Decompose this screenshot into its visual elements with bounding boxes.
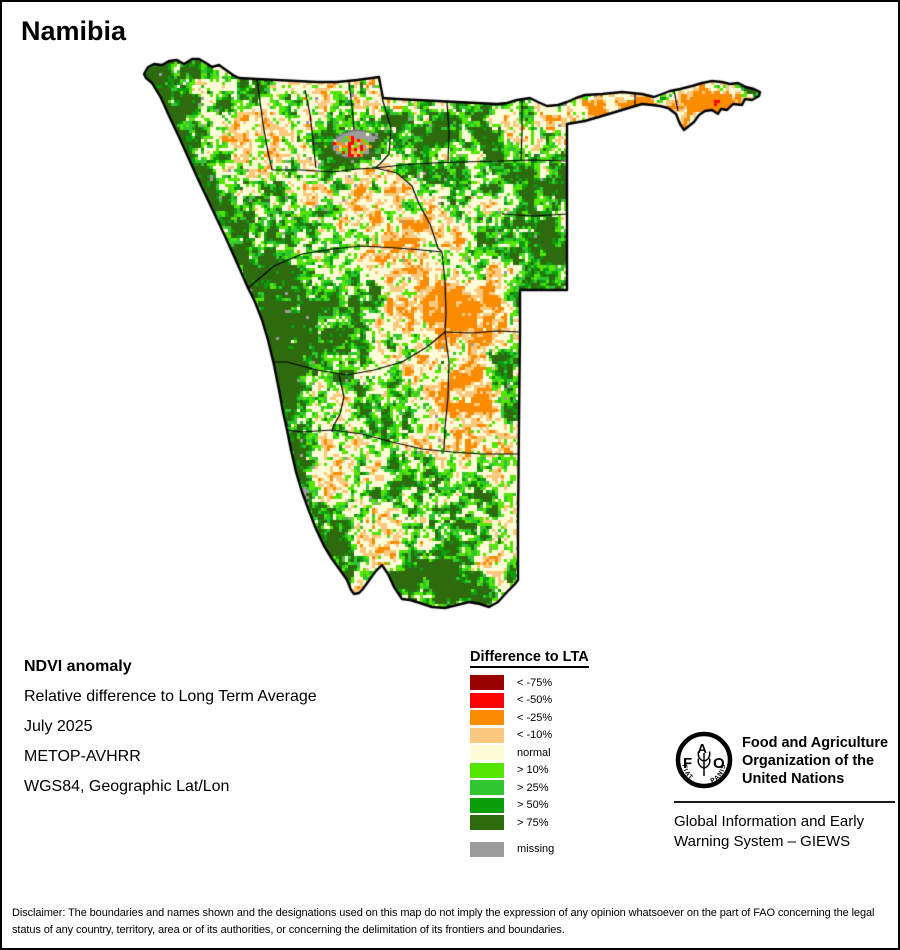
legend-label: missing (517, 843, 555, 856)
legend-row: < -50% (470, 692, 589, 710)
info-line-date: July 2025 (24, 718, 93, 735)
info-line-sensor: METOP-AVHRR (24, 748, 141, 765)
legend-row: > 50% (470, 797, 589, 815)
legend-label: < -50% (517, 694, 553, 707)
legend-swatch (470, 780, 504, 796)
legend-swatch (470, 727, 504, 743)
svg-text:O: O (713, 755, 725, 772)
ndvi-anomaly-map (132, 52, 772, 622)
legend-rows: < -75% < -50% < -25% < -10% normal > 10% > 25%… (470, 674, 589, 858)
legend-row: missing (470, 841, 589, 859)
map-info-block: NDVI anomaly Relative difference to Long… (24, 652, 317, 802)
svg-text:A: A (698, 741, 708, 756)
legend-swatch (470, 745, 504, 761)
legend-row: < -75% (470, 674, 589, 692)
org-name: Food and Agriculture Organization of the… (742, 735, 889, 787)
legend-swatch (470, 710, 504, 726)
page-title: Namibia (21, 16, 127, 46)
legend: Difference to LTA < -75% < -50% < -25% < -1… (470, 648, 589, 858)
disclaimer-text: Disclaimer: The boundaries and names sho… (12, 907, 875, 936)
fao-brand-block: F A O FIAT PANIS Food and Agriculture (674, 730, 896, 852)
legend-swatch (470, 841, 504, 857)
wheat-ear-icon (697, 751, 711, 776)
giews-label: Global Information and Early Warning Sys… (674, 813, 865, 850)
legend-row: > 10% (470, 762, 589, 780)
legend-label: > 75% (517, 816, 549, 829)
legend-label: normal (517, 746, 551, 759)
legend-row: > 25% (470, 779, 589, 797)
info-line-projection: WGS84, Geographic Lat/Lon (24, 778, 230, 795)
legend-swatch (470, 762, 504, 778)
legend-label: < -10% (517, 729, 553, 742)
legend-label: < -25% (517, 711, 553, 724)
info-line-subtitle: Relative difference to Long Term Average (24, 688, 317, 705)
legend-label: < -75% (517, 676, 553, 689)
fao-logo-icon: F A O FIAT PANIS (675, 731, 733, 789)
legend-swatch (470, 797, 504, 813)
legend-label: > 25% (517, 781, 549, 794)
brand-divider (674, 801, 895, 803)
legend-label: > 50% (517, 799, 549, 812)
legend-title: Difference to LTA (470, 649, 589, 668)
info-heading: NDVI anomaly (24, 658, 132, 675)
legend-label: > 10% (517, 764, 549, 777)
legend-row: < -25% (470, 709, 589, 727)
svg-text:F: F (683, 755, 692, 772)
legend-swatch (470, 692, 504, 708)
legend-swatch (470, 675, 504, 691)
legend-swatch (470, 815, 504, 831)
legend-row: normal (470, 744, 589, 762)
legend-row: < -10% (470, 727, 589, 745)
legend-row: > 75% (470, 814, 589, 832)
